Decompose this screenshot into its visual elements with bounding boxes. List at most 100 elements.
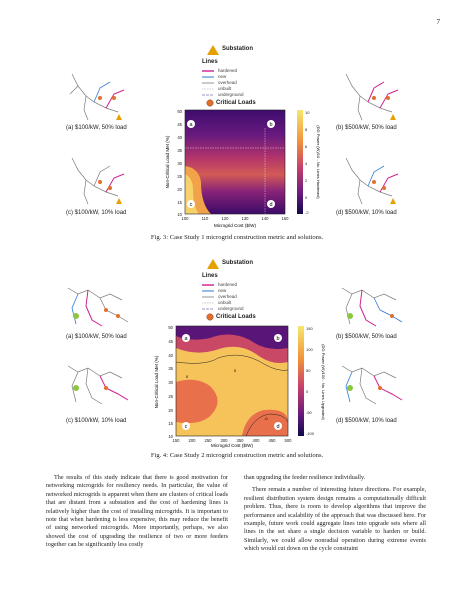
fig3-panel-b-caption: (b) $500/kW, 50% load [336,125,397,131]
svg-text:10: 10 [305,110,310,115]
fig4-legend-graphics [202,259,219,321]
fig4-network-b [341,287,403,327]
svg-text:450: 450 [269,438,277,443]
fig3-panel-a-caption: (a) $100/kW, 50% load [66,125,127,131]
fig4-contour-label-2: 0 [186,374,189,379]
svg-text:140: 140 [262,216,270,221]
fig4-colorbar [298,326,304,436]
fig4-heatmap: 0 0 -0 a b c d 50 45 40 35 30 25 20 15 1… [154,325,326,448]
fig4-marker-c: c [185,424,188,430]
fig4-caption: Fig. 4: Case Study 2 microgrid construct… [150,452,324,459]
svg-text:400: 400 [253,438,261,443]
fig4-cbar-label: (DG Power (W)/100 - No. Lines Upgraded) [321,344,326,420]
fig4-panel-d-caption: (d) $500/kW, 10% load [336,418,397,424]
svg-text:150: 150 [282,216,290,221]
svg-text:30: 30 [177,161,182,166]
critical-load-icon [206,99,214,107]
svg-text:35: 35 [168,366,173,371]
fig3-network-c [71,157,125,205]
svg-text:40: 40 [168,353,173,358]
legend-unbuilt-label: unbuilt [218,86,232,91]
svg-text:-100: -100 [306,431,315,436]
legend-underground-label: underground [218,306,244,311]
fig3-panel-c-caption: (c) $100/kW, 10% load [66,210,127,216]
legend-lines-title: Lines [202,59,218,65]
fig3-marker-d: d [269,202,272,208]
legend-critical-label: Critical Loads [216,100,256,106]
legend-hardened-label: hardened [218,68,238,73]
fig4-xticks: 150 200 250 300 350 400 450 500 [173,438,293,443]
svg-text:40: 40 [177,135,182,140]
fig4-panel-c-caption: (c) $100/kW, 10% load [66,418,127,424]
fig4-marker-a: a [184,336,188,342]
svg-text:500: 500 [285,438,293,443]
fig3-xlabel: Microgrid Cost ($/W) [214,223,257,228]
fig4-left-region [176,379,218,423]
svg-text:0: 0 [305,195,308,200]
svg-text:50: 50 [306,368,311,373]
svg-text:20: 20 [177,187,182,192]
fig3-marker-c: c [190,202,193,208]
svg-text:30: 30 [168,380,173,385]
fig3-network-b [345,73,399,121]
fig3-yticks: 50 45 40 35 30 25 20 15 10 [177,109,182,217]
legend-substation-label: Substation [222,46,253,52]
legend-new-label: new [218,74,227,79]
legend-substation-label: Substation [222,260,253,266]
svg-text:110: 110 [202,216,209,221]
fig4-corner-markers: a b c d [182,334,282,430]
fig3-colorbar [297,110,303,214]
fig4-network-d [341,365,403,405]
legend-underground-label: underground [218,92,244,97]
fig4-contour-label-3: -0 [264,416,268,421]
legend-critical-label: Critical Loads [216,314,256,320]
substation-icon [207,259,219,269]
svg-text:10: 10 [177,212,182,217]
svg-text:0: 0 [306,389,309,394]
fig4-marker-b: b [276,336,279,342]
svg-text:8: 8 [305,127,308,132]
fig4-cbar-ticks: 150 100 50 0 -50 -100 [306,326,315,436]
svg-text:25: 25 [168,394,173,399]
fig3-heatmap: a b c d 50 45 40 35 30 25 20 15 10 100 1… [165,109,321,228]
substation-icon [207,45,219,55]
body-paragraph-continued: than upgrading the feeder resilience ind… [244,474,366,481]
fig4-low-region [176,326,288,349]
fig3-xticks: 100 110 120 130 140 150 [182,216,290,221]
fig4-contour-label-1: 0 [234,368,237,373]
svg-text:4: 4 [305,161,308,166]
fig3-legend: Substation Lines hardened new overhead u… [178,44,298,108]
right-text-column: than upgrading the feeder resilience ind… [244,474,426,558]
fig3-ylabel: Non-Critical Load Met (%) [165,135,170,188]
fig3-cbar-label: (DG Power (W)/10 - No. Lines Hardened) [316,125,321,199]
legend-hardened-label: hardened [218,282,238,287]
svg-text:50: 50 [177,109,182,114]
svg-text:-50: -50 [306,410,313,415]
legend-lines-title: Lines [202,273,218,279]
legend-new-label: new [218,288,227,293]
fig4-panel-b-caption: (b) $500/kW, 50% load [336,334,397,340]
fig3-network-d [345,157,399,205]
svg-text:100: 100 [306,347,313,352]
svg-text:200: 200 [189,438,197,443]
fig4-legend: Substation Lines hardened new overhead u… [178,258,298,322]
body-paragraph: The results of this study indicate that … [46,474,228,549]
svg-text:25: 25 [177,174,182,179]
svg-text:130: 130 [242,216,250,221]
fig4-marker-d: d [276,424,279,430]
fig3-marker-b: b [269,122,272,128]
svg-text:20: 20 [168,408,173,413]
svg-text:6: 6 [305,144,308,149]
body-paragraph: There remain a number of interesting fut… [244,486,426,553]
legend-overhead-label: overhead [218,80,237,85]
svg-text:45: 45 [168,339,173,344]
svg-text:250: 250 [205,438,213,443]
fig3-caption: Fig. 3: Case Study 1 microgrid construct… [150,234,324,241]
fig3-marker-a: a [189,122,193,128]
svg-text:150: 150 [173,438,181,443]
critical-load-icon [206,313,214,321]
page-number: 7 [436,18,441,26]
svg-text:35: 35 [177,148,182,153]
svg-text:2: 2 [305,178,308,183]
fig4-network-c [67,365,129,405]
